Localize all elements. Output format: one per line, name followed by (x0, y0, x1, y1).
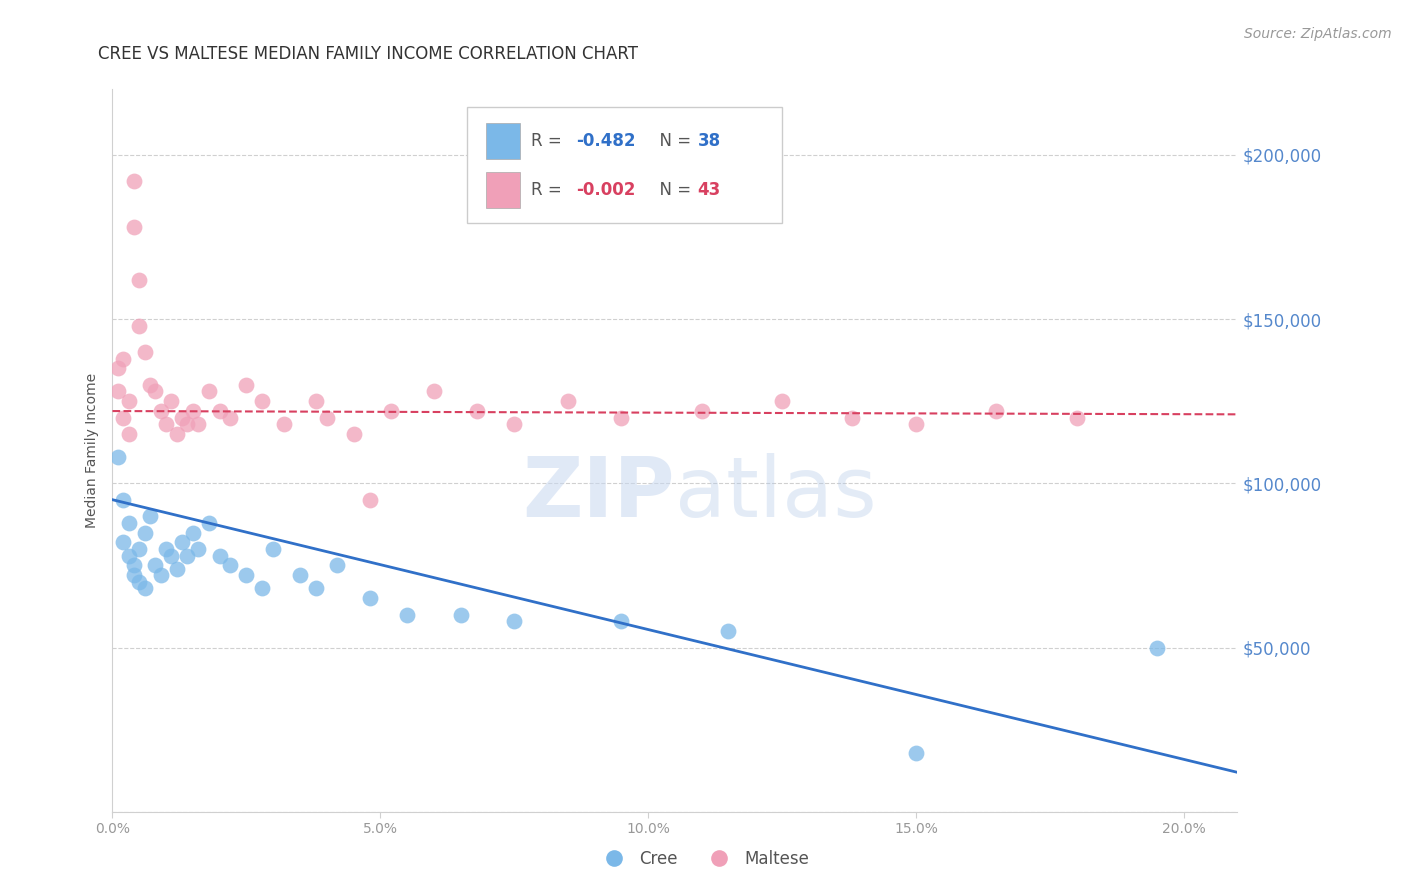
Point (122, 558, 145, 573)
Text: -0.002: -0.002 (576, 181, 636, 199)
Text: 38: 38 (697, 132, 720, 150)
Point (112, 535, 135, 549)
Point (396, 607, 419, 622)
Point (112, 410, 135, 425)
Point (172, 410, 194, 425)
Point (1146, 640, 1168, 655)
Legend: Cree, Maltese: Cree, Maltese (591, 844, 815, 875)
Point (305, 394, 328, 409)
Point (557, 394, 579, 409)
Text: R =: R = (531, 181, 567, 199)
Point (1066, 410, 1088, 425)
Point (134, 525, 156, 540)
Point (219, 558, 242, 573)
Point (117, 549, 139, 563)
Point (610, 614, 633, 628)
Point (423, 384, 446, 399)
Point (149, 568, 172, 582)
Point (380, 404, 402, 418)
Point (181, 525, 204, 540)
Point (107, 384, 129, 399)
Point (315, 410, 337, 425)
FancyBboxPatch shape (486, 172, 520, 209)
Point (128, 541, 150, 556)
Point (172, 535, 194, 549)
Text: Source: ZipAtlas.com: Source: ZipAtlas.com (1244, 27, 1392, 41)
Point (155, 541, 177, 556)
Point (187, 417, 209, 432)
Point (235, 568, 257, 582)
Text: N =: N = (650, 132, 696, 150)
Text: CREE VS MALTESE MEDIAN FAMILY INCOME CORRELATION CHART: CREE VS MALTESE MEDIAN FAMILY INCOME COR… (98, 45, 638, 62)
Point (610, 410, 633, 425)
Point (176, 417, 198, 432)
Point (342, 427, 364, 442)
Point (465, 404, 488, 418)
Point (128, 574, 150, 589)
Text: R =: R = (531, 132, 567, 150)
FancyBboxPatch shape (467, 107, 782, 223)
Point (326, 558, 349, 573)
Point (117, 394, 139, 409)
Point (128, 318, 150, 333)
Point (160, 394, 183, 409)
Point (166, 427, 188, 442)
Point (143, 558, 166, 573)
Point (155, 417, 177, 432)
Point (450, 607, 472, 622)
Text: N =: N = (650, 181, 696, 199)
Point (107, 450, 129, 464)
Point (252, 582, 274, 596)
Point (112, 351, 135, 366)
Point (139, 377, 162, 392)
Point (219, 410, 242, 425)
Point (235, 377, 257, 392)
Point (143, 384, 166, 399)
Point (198, 384, 221, 399)
Point (149, 404, 172, 418)
Point (122, 568, 145, 582)
Point (262, 541, 284, 556)
FancyBboxPatch shape (486, 123, 520, 160)
Text: 43: 43 (697, 181, 721, 199)
Point (273, 417, 295, 432)
Point (166, 562, 188, 576)
Point (128, 273, 150, 287)
Point (717, 624, 740, 639)
Point (841, 410, 863, 425)
Point (770, 394, 793, 409)
Point (139, 509, 162, 524)
Point (986, 404, 1008, 418)
Point (117, 427, 139, 442)
Point (288, 568, 311, 582)
Point (181, 404, 204, 418)
Text: atlas: atlas (675, 453, 876, 534)
Text: ZIP: ZIP (523, 453, 675, 534)
Text: -0.482: -0.482 (576, 132, 636, 150)
Point (904, 417, 927, 432)
Point (252, 394, 274, 409)
Point (904, 746, 927, 760)
Point (208, 404, 231, 418)
Point (187, 541, 209, 556)
Point (690, 404, 713, 418)
Point (134, 582, 156, 596)
Point (117, 516, 139, 530)
Point (122, 220, 145, 235)
Point (503, 417, 526, 432)
Point (107, 361, 129, 376)
Point (160, 549, 183, 563)
Point (198, 516, 221, 530)
Point (503, 614, 526, 628)
Point (359, 591, 381, 606)
Point (359, 492, 381, 507)
Y-axis label: Median Family Income: Median Family Income (86, 373, 100, 528)
Point (122, 174, 145, 188)
Point (112, 492, 135, 507)
Point (208, 549, 231, 563)
Point (134, 345, 156, 359)
Point (176, 549, 198, 563)
Point (305, 582, 328, 596)
